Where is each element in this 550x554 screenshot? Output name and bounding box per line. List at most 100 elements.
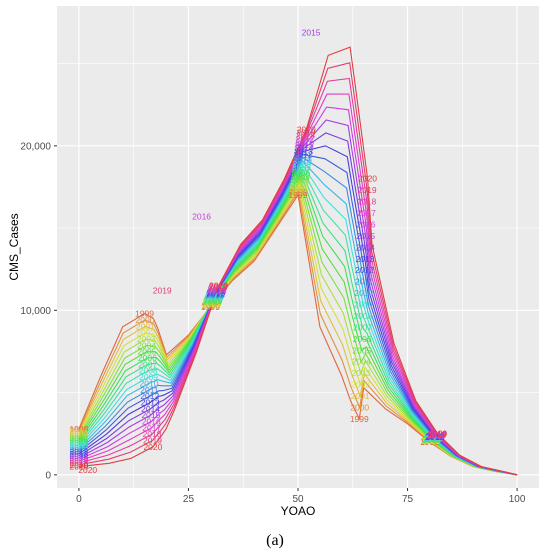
x-tick-label: 25 [183, 494, 195, 505]
panel-label: (a) [266, 532, 284, 549]
tick-layer: 0 25 50 75 100 0 10,000 20,000 [20, 141, 525, 505]
year-label-2011: 2011 [140, 385, 159, 395]
year-label-2020: 2020 [297, 124, 316, 134]
x-tick-label: 75 [402, 494, 414, 505]
series-line-2018 [78, 77, 518, 476]
year-label-2000: 2000 [69, 426, 88, 436]
year-label-2004: 2004 [422, 435, 441, 445]
year-label-2003: 2003 [137, 334, 156, 344]
year-label-2006: 2006 [138, 353, 157, 363]
series-line-2001 [78, 187, 518, 476]
series-line-2019 [78, 62, 518, 476]
series-line-2002 [78, 184, 518, 476]
year-label-2017: 2017 [142, 423, 161, 433]
year-label-2005: 2005 [291, 171, 310, 181]
year-label-2015: 2015 [426, 431, 445, 441]
year-label-2012: 2012 [355, 265, 374, 275]
year-label-2002: 2002 [202, 299, 221, 309]
year-label-2001: 2001 [351, 391, 370, 401]
series-line-2009 [78, 162, 518, 476]
year-label-2009: 2009 [292, 159, 311, 169]
series-line-2020 [78, 46, 518, 476]
year-label-2014: 2014 [207, 287, 226, 297]
year-label-2012: 2012 [69, 447, 88, 457]
year-label-2019: 2019 [143, 436, 162, 446]
series-line-2010 [78, 159, 518, 476]
year-label-2009: 2009 [205, 292, 224, 302]
year-label-2000: 2000 [201, 301, 220, 311]
year-label-2020: 2020 [428, 429, 447, 439]
year-label-2019: 2019 [209, 282, 228, 292]
year-label-2009: 2009 [424, 433, 443, 443]
year-label-1999: 1999 [69, 424, 88, 434]
year-label-2009: 2009 [354, 300, 373, 310]
year-label-2011: 2011 [355, 277, 374, 287]
year-label-2005: 2005 [69, 435, 88, 445]
year-label-2002: 2002 [421, 436, 440, 446]
year-label-2012: 2012 [425, 432, 444, 442]
year-label-2019: 2019 [296, 128, 315, 138]
year-label-2016: 2016 [295, 137, 314, 147]
peak-year-label: 2020 [78, 465, 97, 475]
year-label-2014: 2014 [141, 404, 160, 414]
year-label-2013: 2013 [294, 146, 313, 156]
year-label-2020: 2020 [209, 281, 228, 291]
year-label-2011: 2011 [425, 432, 444, 442]
year-label-2001: 2001 [69, 427, 88, 437]
series-line-2004 [78, 178, 518, 476]
year-label-2010: 2010 [354, 288, 373, 298]
y-tick-label: 0 [45, 470, 51, 481]
year-label-2007: 2007 [423, 434, 442, 444]
year-label-2015: 2015 [69, 453, 88, 463]
year-label-2015: 2015 [141, 410, 160, 420]
peak-year-label: 2019 [153, 286, 172, 296]
year-label-2020: 2020 [69, 462, 88, 472]
year-label-2013: 2013 [355, 254, 374, 264]
year-label-2004: 2004 [69, 433, 88, 443]
year-label-2004: 2004 [352, 357, 371, 367]
year-label-layer: 1999199919991999199919992000200020002000… [69, 27, 447, 475]
year-label-2014: 2014 [69, 451, 88, 461]
year-label-1999: 1999 [420, 437, 439, 447]
year-label-2004: 2004 [203, 297, 222, 307]
year-label-2006: 2006 [353, 334, 372, 344]
year-label-2012: 2012 [140, 391, 159, 401]
year-label-2012: 2012 [294, 149, 313, 159]
series-line-2003 [78, 181, 518, 476]
year-label-2018: 2018 [208, 283, 227, 293]
year-label-2015: 2015 [295, 140, 314, 150]
year-label-2006: 2006 [291, 168, 310, 178]
year-label-2014: 2014 [356, 242, 375, 252]
series-line-2016 [78, 106, 518, 476]
year-label-2006: 2006 [204, 295, 223, 305]
year-label-2003: 2003 [290, 178, 309, 188]
year-label-2005: 2005 [422, 435, 441, 445]
series-line-2006 [78, 171, 518, 476]
series-line-2013 [78, 145, 518, 476]
year-label-2010: 2010 [293, 156, 312, 166]
year-label-1999: 1999 [289, 190, 308, 200]
year-label-2008: 2008 [69, 440, 88, 450]
year-label-2002: 2002 [69, 429, 88, 439]
year-label-2016: 2016 [69, 454, 88, 464]
x-tick-label: 0 [76, 494, 82, 505]
year-label-2007: 2007 [292, 165, 311, 175]
year-label-2014: 2014 [426, 431, 445, 441]
year-label-2018: 2018 [357, 197, 376, 207]
year-label-2019: 2019 [428, 429, 447, 439]
year-label-1999: 1999 [350, 414, 369, 424]
year-label-2003: 2003 [351, 368, 370, 378]
series-layer [78, 46, 518, 476]
year-label-2001: 2001 [202, 300, 221, 310]
year-label-2010: 2010 [140, 378, 159, 388]
year-label-2008: 2008 [139, 366, 158, 376]
year-label-2017: 2017 [296, 134, 315, 144]
year-label-2019: 2019 [69, 460, 88, 470]
series-line-2011 [78, 156, 518, 476]
year-label-2020: 2020 [358, 174, 377, 184]
year-label-2000: 2000 [289, 187, 308, 197]
year-label-2011: 2011 [294, 153, 313, 163]
year-label-2017: 2017 [427, 430, 446, 440]
year-label-2008: 2008 [424, 433, 443, 443]
